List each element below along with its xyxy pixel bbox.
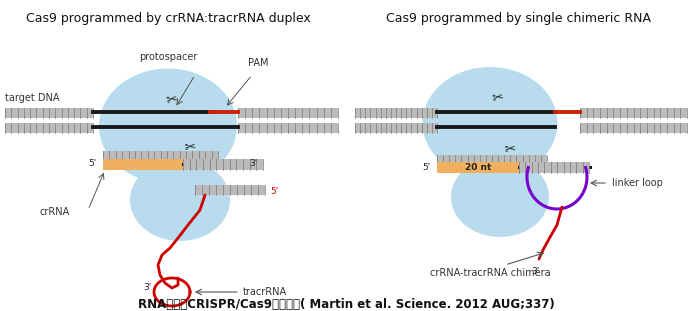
Bar (103, 151, 218, 162)
Bar (519, 162, 589, 173)
Bar (238, 108, 338, 118)
Text: target DNA: target DNA (5, 93, 60, 103)
Text: Cas9 programmed by single chimeric RNA: Cas9 programmed by single chimeric RNA (385, 12, 650, 25)
Text: 5': 5' (270, 188, 278, 197)
Text: 3': 3' (531, 267, 539, 276)
Text: linker loop: linker loop (612, 178, 663, 188)
Text: 20 nt: 20 nt (465, 164, 491, 173)
Ellipse shape (99, 68, 237, 183)
Text: tracrRNA: tracrRNA (243, 287, 287, 297)
Bar (238, 123, 338, 133)
Text: ✂: ✂ (504, 142, 516, 157)
Ellipse shape (423, 67, 558, 179)
Text: 3': 3' (249, 160, 257, 169)
Ellipse shape (451, 157, 549, 237)
Text: protospacer: protospacer (139, 52, 197, 62)
Text: crRNA: crRNA (40, 207, 71, 217)
Bar (355, 123, 437, 133)
Bar (355, 108, 437, 118)
Text: PAM: PAM (248, 58, 268, 68)
Text: 5': 5' (89, 160, 97, 169)
Bar (437, 155, 547, 165)
Text: ✂: ✂ (183, 141, 197, 156)
Bar (437, 162, 519, 173)
Bar (5, 108, 93, 118)
Text: ✂: ✂ (165, 92, 179, 108)
Bar (580, 108, 687, 118)
Bar (580, 123, 687, 133)
Text: 3': 3' (144, 284, 152, 293)
Ellipse shape (130, 159, 230, 241)
Text: RNA介导的CRISPR/Cas9剪切系统( Martin et al. Science. 2012 AUG;337): RNA介导的CRISPR/Cas9剪切系统( Martin et al. Sci… (138, 298, 554, 311)
Text: Cas9 programmed by crRNA:tracrRNA duplex: Cas9 programmed by crRNA:tracrRNA duplex (26, 12, 311, 25)
Text: crRNA-tracrRNA chimera: crRNA-tracrRNA chimera (430, 268, 550, 278)
Text: 5': 5' (423, 164, 431, 173)
Bar (103, 159, 183, 170)
Bar (183, 159, 263, 170)
Bar (195, 185, 265, 195)
Bar (5, 123, 93, 133)
Text: ✂: ✂ (491, 90, 505, 106)
